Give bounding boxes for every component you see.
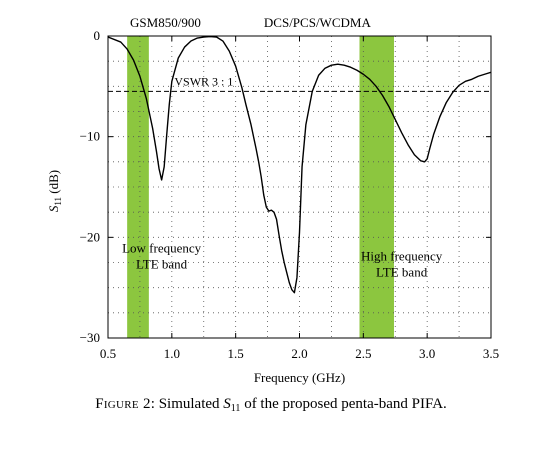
figure-caption: Figure 2: Simulated S11 of the proposed … xyxy=(0,396,542,414)
axes-layer: 0.5 1.0 1.5 2.0 2.5 3.0 3.5 0 −10 −20 −30 xyxy=(80,28,499,361)
y-tick-label: −20 xyxy=(80,229,100,244)
series-layer xyxy=(108,36,491,294)
annotation-line: Low frequency xyxy=(122,240,202,255)
y-tick-label: −30 xyxy=(80,330,100,345)
x-axis-title: Frequency (GHz) xyxy=(254,370,345,385)
s11-chart: VSWR 3 : 1 0.5 1.0 1.5 2.0 2.5 3.0 3.5 0 −10 −20 −… xyxy=(46,15,499,385)
vswr-layer: VSWR 3 : 1 xyxy=(108,74,491,92)
x-tick-label: 3.5 xyxy=(483,346,499,361)
caption-subscript: 11 xyxy=(230,403,241,414)
x-tick-label: 3.0 xyxy=(419,346,435,361)
y-axis-title: S11 (dB) xyxy=(46,170,63,212)
x-tick-label: 1.0 xyxy=(164,346,180,361)
caption-rest: of the proposed penta-band PIFA. xyxy=(240,396,447,412)
x-tick-label: 2.5 xyxy=(355,346,371,361)
top-band-label: GSM850/900 xyxy=(130,15,201,30)
labels-layer: Frequency (GHz) S11 (dB) GSM850/900 DCS/PCS… xyxy=(46,15,443,385)
caption-prefix: Figure 2 xyxy=(95,396,151,412)
caption-symbol: S xyxy=(223,396,231,412)
annotation-line: LTE band xyxy=(136,256,188,271)
x-tick-label: 0.5 xyxy=(100,346,116,361)
y-tick-label: 0 xyxy=(94,28,101,43)
vswr-label: VSWR 3 : 1 xyxy=(174,74,233,88)
caption-colon: : Simulated xyxy=(150,396,224,412)
top-band-label: DCS/PCS/WCDMA xyxy=(264,15,372,30)
x-tick-label: 2.0 xyxy=(291,346,307,361)
x-tick-label: 1.5 xyxy=(228,346,244,361)
series-0-line xyxy=(108,36,491,294)
grid xyxy=(108,36,491,338)
y-tick-label: −10 xyxy=(80,129,100,144)
annotation-line: LTE band xyxy=(376,264,428,279)
annotation-line: High frequency xyxy=(361,248,443,263)
